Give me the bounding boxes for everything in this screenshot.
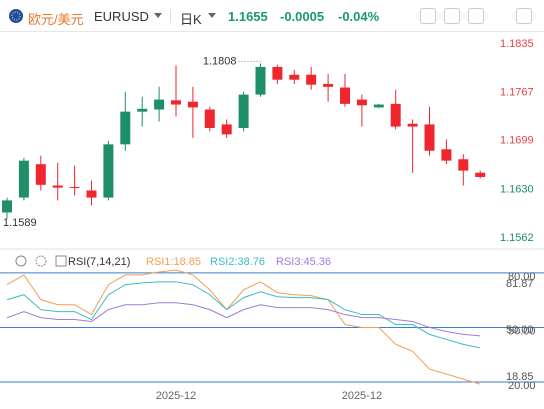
y-tick-label: 50.00	[508, 325, 536, 337]
candle-body	[475, 172, 486, 177]
candle-body	[441, 149, 452, 161]
candle-body	[407, 123, 418, 127]
candle-body	[120, 111, 131, 145]
eye-icon[interactable]	[15, 255, 27, 267]
candle-body	[154, 99, 165, 110]
dropdown-arrow[interactable]	[154, 13, 162, 19]
candle-body	[86, 190, 97, 198]
symbol[interactable]: EURUSD	[94, 9, 149, 24]
change-pct: -0.04%	[338, 9, 380, 24]
rsi-annotation: 81.87	[506, 278, 534, 290]
rsi-annotation: 50.00	[506, 324, 534, 336]
flag-icon	[9, 9, 23, 23]
tool-icon[interactable]	[444, 8, 460, 24]
candle-body	[238, 94, 249, 128]
y-tick-label: 1.1767	[500, 86, 534, 98]
candle-body	[35, 164, 46, 185]
candle-body	[373, 104, 384, 108]
candle-body	[103, 144, 114, 198]
candle-body	[221, 124, 232, 135]
candle-body	[458, 159, 469, 171]
candle-body	[187, 101, 198, 108]
x-tick-label: 2025-12	[156, 390, 196, 402]
candle-body	[18, 160, 29, 198]
rsi-line	[6, 281, 481, 349]
rsi-line	[6, 302, 481, 337]
candle-body	[323, 83, 334, 87]
divider	[170, 9, 171, 23]
candle-body	[424, 124, 435, 151]
tool-icon[interactable]	[420, 8, 436, 24]
candle-body	[390, 103, 401, 127]
pair-name[interactable]: 欧元/美元	[28, 12, 84, 27]
grid-icon[interactable]	[55, 255, 67, 267]
candle-body	[340, 87, 350, 104]
legend-entry: RSI1:18.85	[146, 256, 201, 268]
gear-icon[interactable]	[35, 255, 47, 267]
y-tick-label: 20.00	[508, 380, 536, 392]
candle-body	[69, 186, 80, 188]
y-tick-label: 1.1562	[500, 232, 534, 244]
change: -0.0005	[280, 9, 325, 24]
toolbar: 欧元/美元 EURUSD 日K 1.1655 -0.0005 -0.04%	[0, 0, 544, 32]
y-tick-label: 1.1699	[500, 135, 534, 147]
candle-body	[137, 108, 148, 112]
rsi-title: RSI(7,14,21)	[68, 256, 130, 268]
candle-body	[52, 185, 63, 188]
candle-body	[171, 100, 181, 105]
annotation-label: 1.1589	[3, 217, 37, 229]
price: 1.1655	[228, 9, 268, 24]
y-tick-label: 80.00	[508, 271, 536, 283]
x-tick-label: 2025-12	[342, 390, 382, 402]
candle-body	[289, 74, 300, 80]
candle-body	[2, 200, 12, 213]
y-tick-label: 1.1835	[500, 38, 534, 50]
rsi-annotation: 18.85	[506, 371, 534, 383]
tool-icon[interactable]	[468, 8, 484, 24]
candle-body	[204, 109, 215, 128]
legend-entry: RSI3:45.36	[276, 256, 331, 268]
period[interactable]: 日K	[180, 12, 202, 27]
rsi-line	[6, 269, 481, 385]
dropdown-arrow[interactable]	[208, 13, 216, 19]
candle-body	[272, 66, 283, 80]
tool-icon[interactable]	[516, 8, 532, 24]
y-tick-label: 1.1630	[500, 184, 534, 196]
annotation-label: 1.1808	[203, 55, 237, 67]
candle-body	[255, 66, 266, 95]
legend-entry: RSI2:38.76	[210, 256, 265, 268]
candle-body	[356, 99, 367, 106]
candle-body	[306, 74, 317, 85]
